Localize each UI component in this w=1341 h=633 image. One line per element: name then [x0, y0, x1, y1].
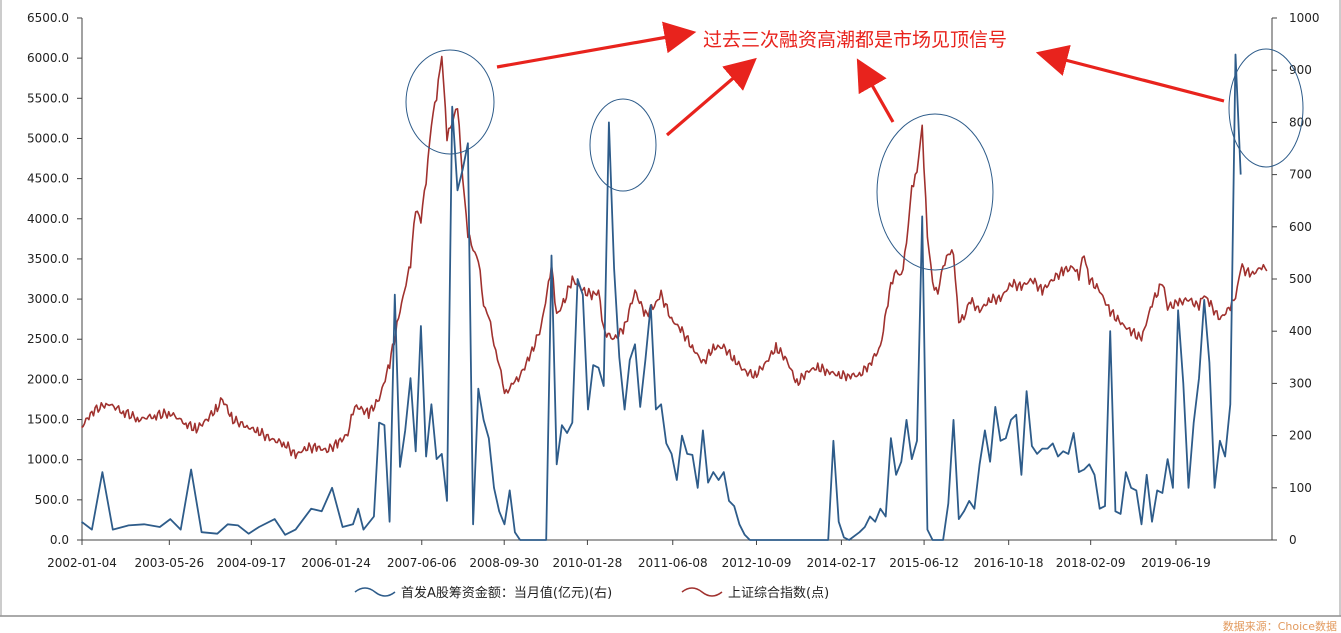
x-tick-label: 2012-10-09: [722, 556, 792, 570]
left-tick-label: 1500.0: [27, 413, 69, 427]
x-tick-label: 2016-10-18: [974, 556, 1044, 570]
x-tick-label: 2014-02-17: [807, 556, 877, 570]
left-tick-label: 2000.0: [27, 372, 69, 386]
circle-2007-peak: [405, 49, 495, 155]
legend-label-index: 上证综合指数(点): [728, 586, 829, 601]
right-tick-label: 0: [1289, 533, 1297, 547]
legend: 首发A股筹资金额：当月值(亿元)(右) 上证综合指数(点): [354, 585, 829, 601]
circle-2010-peak: [589, 98, 657, 192]
x-tick-label: 2011-06-08: [638, 556, 708, 570]
x-tick-label: 2019-06-19: [1141, 556, 1211, 570]
x-tick-label: 2008-09-30: [469, 556, 539, 570]
left-axis-ticks: 0.0 500.0 1000.0 1500.0 2000.0 2500.0 3000.0 35…: [27, 11, 82, 547]
left-tick-label: 5500.0: [27, 91, 69, 105]
right-tick-label: 500: [1289, 272, 1312, 286]
left-tick-label: 6000.0: [27, 51, 69, 65]
series-line-ipo: [80, 53, 1242, 541]
right-tick-label: 700: [1289, 168, 1312, 182]
x-axis-ticks: 2002-01-04 2003-05-26 2004-09-17 2006-01-24…: [47, 540, 1211, 570]
left-tick-label: 500.0: [35, 493, 69, 507]
right-axis-ticks: 0 100 200 300 400 500 600 700 800 900 1000: [1272, 11, 1320, 547]
right-tick-label: 200: [1289, 429, 1312, 443]
x-tick-label: 2018-02-09: [1056, 556, 1126, 570]
right-tick-label: 1000: [1289, 11, 1320, 25]
circle-2015-peak: [876, 113, 994, 271]
x-tick-label: 2003-05-26: [134, 556, 204, 570]
annotation-group: 过去三次融资高潮都是市场见顶信号: [405, 21, 1304, 271]
x-tick-label: 2004-09-17: [216, 556, 286, 570]
legend-swatch-ipo: [354, 587, 396, 597]
left-tick-label: 3500.0: [27, 252, 69, 266]
arrow-to-2020: [1035, 44, 1225, 103]
axes: [0, 0, 1341, 617]
left-tick-label: 0.0: [50, 533, 69, 547]
right-tick-label: 900: [1289, 63, 1312, 77]
right-tick-label: 400: [1289, 324, 1312, 338]
left-tick-label: 1000.0: [27, 453, 69, 467]
right-tick-label: 800: [1289, 115, 1312, 129]
left-tick-label: 2500.0: [27, 332, 69, 346]
right-tick-label: 300: [1289, 376, 1312, 390]
series-line-index: [81, 55, 1268, 460]
right-tick-label: 600: [1289, 220, 1312, 234]
left-tick-label: 6500.0: [27, 11, 69, 25]
x-tick-label: 2007-06-06: [387, 556, 457, 570]
left-tick-label: 4000.0: [27, 212, 69, 226]
left-tick-label: 3000.0: [27, 292, 69, 306]
arrow-to-2015: [856, 58, 895, 123]
circle-2020-peak: [1228, 48, 1304, 168]
series-group: [80, 53, 1268, 541]
left-tick-label: 4500.0: [27, 172, 69, 186]
x-tick-label: 2010-01-28: [553, 556, 623, 570]
arrow-to-2007: [496, 21, 697, 69]
annotation-text: 过去三次融资高潮都是市场见顶信号: [703, 29, 1007, 51]
arrow-to-2010: [665, 57, 757, 137]
x-tick-label: 2015-06-12: [889, 556, 959, 570]
legend-swatch-index: [681, 587, 723, 597]
right-tick-label: 100: [1289, 481, 1312, 495]
legend-label-ipo: 首发A股筹资金额：当月值(亿元)(右): [401, 585, 612, 601]
left-tick-label: 5000.0: [27, 131, 69, 145]
x-tick-label: 2006-01-24: [301, 556, 371, 570]
x-tick-label: 2002-01-04: [47, 556, 117, 570]
data-source: 数据来源：Choice数据: [1223, 619, 1337, 633]
